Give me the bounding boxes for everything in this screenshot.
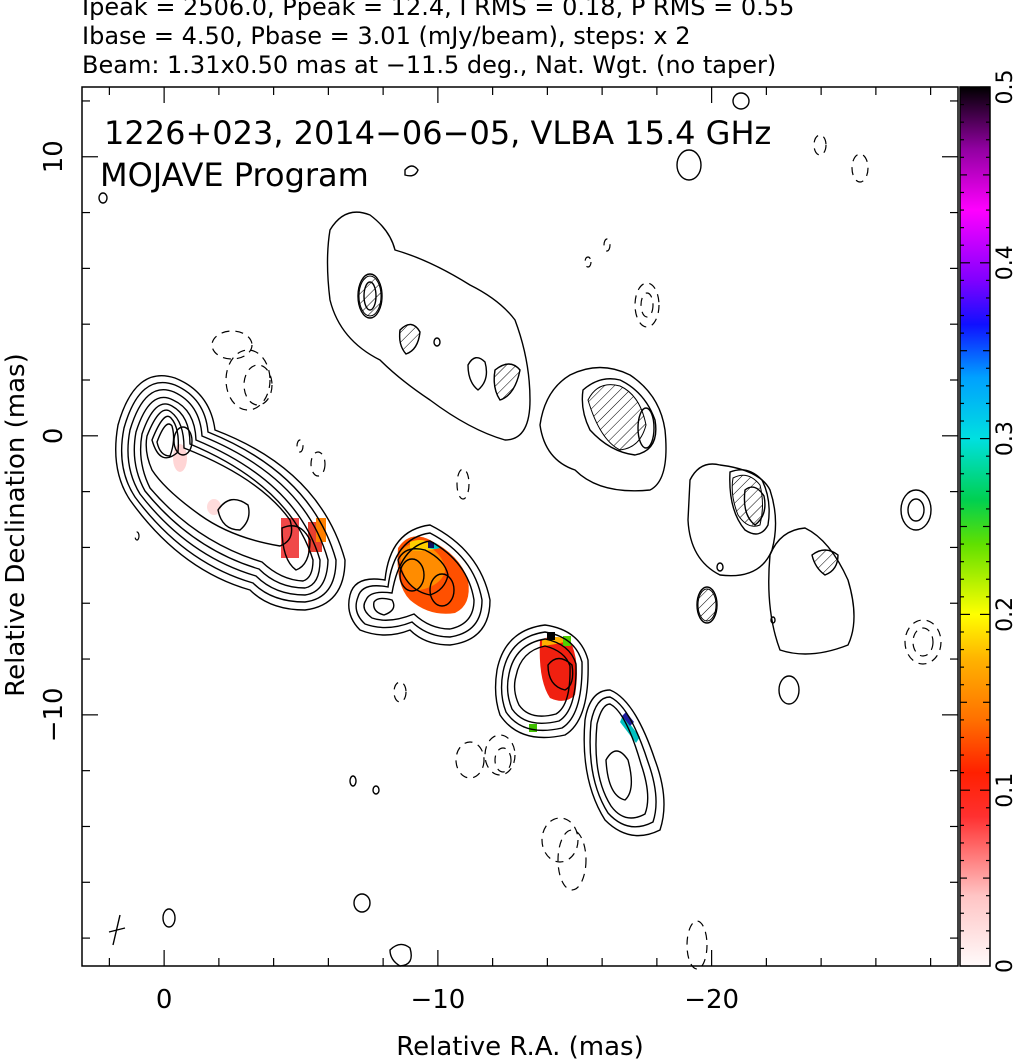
colorbar-tick-label: 0.2 [993, 597, 1018, 632]
hatched-regions [358, 275, 839, 622]
colorbar-tick-label: 0.4 [993, 245, 1018, 280]
negative-contours [134, 134, 942, 970]
colorbar-tick-label: 0.3 [993, 421, 1018, 456]
colorbar-tick-label: 0 [993, 959, 1018, 973]
y-tick-label: −10 [39, 687, 69, 742]
header-line-2: Ibase = 4.50, Pbase = 3.01 (mJy/beam), s… [82, 22, 691, 50]
header-line-3: Beam: 1.31x0.50 mas at −11.5 deg., Nat. … [82, 51, 777, 79]
colorbar-tick-label: 0.5 [993, 70, 1018, 105]
polarization-colors [173, 444, 640, 743]
plot-title-line-1: 1226+023, 2014−06−05, VLBA 15.4 GHz [104, 114, 771, 152]
y-tick-label: 10 [39, 140, 69, 173]
x-tick-label: −10 [410, 985, 465, 1015]
y-tick-label: 0 [39, 428, 69, 445]
x-axis-label: Relative R.A. (mas) [396, 1032, 643, 1060]
plot-title-line-2: MOJAVE Program [100, 156, 369, 194]
header-line-1: Ipeak = 2506.0, Ppeak = 12.4, I RMS = 0.… [82, 0, 795, 21]
axis-tick-labels: 0 −10 −20 10 0 −10 [39, 140, 739, 1015]
axis-ticks [82, 87, 958, 966]
colorbar-ticks: 0 0.1 0.2 0.3 0.4 0.5 [960, 70, 1018, 973]
y-axis-label: Relative Declination (mas) [1, 353, 31, 696]
contours [98, 92, 932, 967]
beam-marker [108, 914, 126, 946]
x-tick-label: −20 [684, 985, 739, 1015]
plot-frame [81, 86, 959, 967]
x-tick-label: 0 [156, 985, 173, 1015]
colorbar-tick-label: 0.1 [993, 773, 1018, 808]
